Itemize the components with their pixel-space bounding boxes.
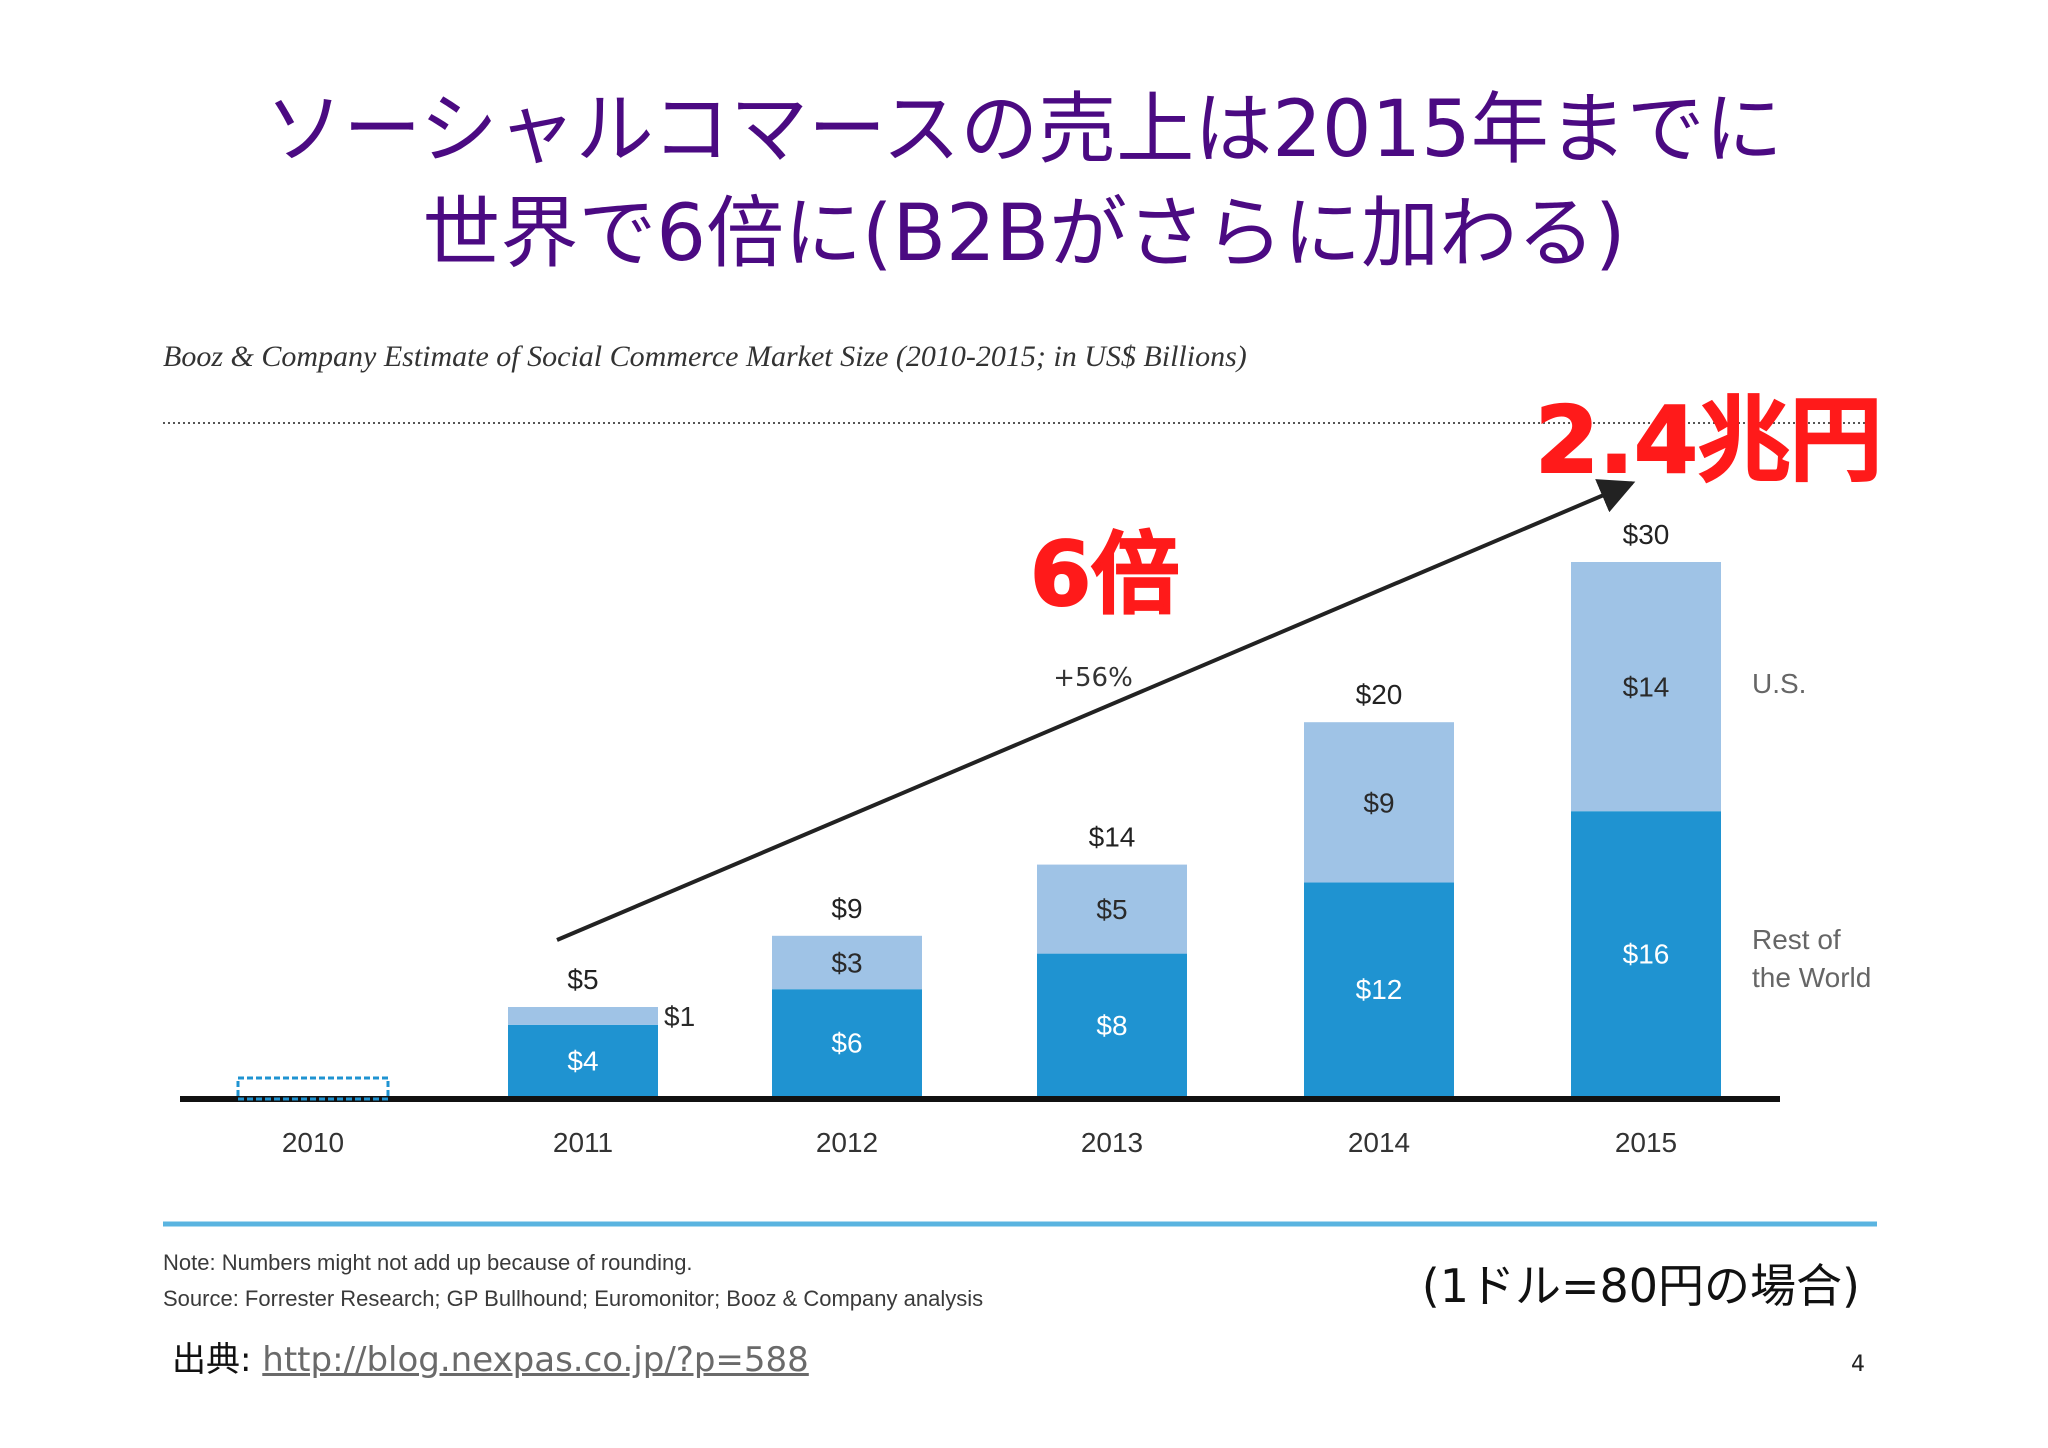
bars-layer: [508, 562, 1721, 1096]
bar-us: [1571, 562, 1721, 812]
labels-layer: 2010 2011 $4 $1 $5 2012 $6 $3 $9 2013 $8 $5 $14 2014 $…: [282, 519, 1677, 1158]
legend-rest-of-world: Rest of the World: [1752, 924, 1871, 993]
bar-us: [508, 1007, 658, 1025]
data-label-us: $1: [664, 1001, 695, 1032]
legend-us: U.S.: [1752, 668, 1806, 699]
data-label-rest-of-world: $8: [1096, 1010, 1127, 1041]
data-label-total: $5: [567, 964, 598, 995]
x-tick-label: 2013: [1081, 1127, 1143, 1158]
bar-2010-empty: [236, 1076, 390, 1101]
x-tick-label: 2015: [1615, 1127, 1677, 1158]
source-citation: 出典: http://blog.nexpas.co.jp/?p=588: [172, 1332, 809, 1381]
annotation-total-jpy: 2.4兆円: [1535, 387, 1882, 494]
source-link[interactable]: http://blog.nexpas.co.jp/?p=588: [262, 1340, 809, 1380]
x-tick-label: 2011: [553, 1127, 613, 1158]
data-label-total: $9: [831, 893, 862, 924]
bar-rest-of-world: [1304, 882, 1454, 1096]
data-label-rest-of-world: $6: [831, 1028, 862, 1059]
title-line-1: ソーシャルコマースの売上は2015年までに: [265, 85, 1783, 175]
chart-source: Source: Forrester Research; GP Bullhound…: [163, 1286, 984, 1311]
data-label-rest-of-world: $12: [1356, 974, 1403, 1005]
data-label-us: $3: [831, 948, 862, 979]
bar-rest-of-world: [772, 989, 922, 1096]
chart-note: Note: Numbers might not add up because o…: [163, 1250, 693, 1275]
annotation-multiplier: 6倍: [1030, 523, 1179, 626]
x-tick-label: 2014: [1348, 1127, 1410, 1158]
bar-rest-of-world: [1571, 811, 1721, 1096]
exchange-rate-note: (1ドル=80円の場合): [1421, 1259, 1860, 1313]
data-label-total: $14: [1089, 822, 1136, 853]
data-label-total: $20: [1356, 679, 1403, 710]
source-label: 出典:: [172, 1340, 252, 1380]
growth-arrow: [556, 479, 1636, 942]
bar-us: [1304, 722, 1454, 883]
data-label-total: $30: [1623, 519, 1670, 550]
bar-rest-of-world: [1037, 953, 1187, 1096]
bar-rest-of-world: [508, 1024, 658, 1096]
chart-title: Booz & Company Estimate of Social Commer…: [163, 340, 1247, 373]
title-line-2: 世界で6倍に(B2Bがさらに加わる): [422, 189, 1626, 279]
page-number: 4: [1851, 1352, 1865, 1377]
data-label-rest-of-world: $4: [567, 1045, 598, 1076]
data-label-rest-of-world: $16: [1623, 939, 1670, 970]
slide-title: ソーシャルコマースの売上は2015年までに 世界で6倍に(B2Bがさらに加わる): [0, 78, 2048, 286]
bar-us: [1037, 864, 1187, 954]
data-label-us: $9: [1363, 787, 1394, 818]
x-tick-label: 2010: [282, 1127, 344, 1158]
bar-us: [772, 935, 922, 990]
growth-label: +56%: [1053, 663, 1133, 693]
x-tick-label: 2012: [816, 1127, 878, 1158]
data-label-us: $5: [1096, 894, 1127, 925]
data-label-us: $14: [1623, 672, 1670, 703]
